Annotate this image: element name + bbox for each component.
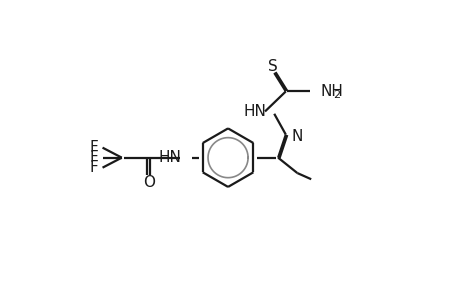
Text: NH: NH bbox=[320, 84, 342, 99]
Text: O: O bbox=[143, 175, 155, 190]
Text: F: F bbox=[90, 160, 99, 175]
Text: F: F bbox=[90, 140, 99, 155]
Text: 2: 2 bbox=[333, 89, 340, 100]
Text: S: S bbox=[267, 59, 277, 74]
Text: F: F bbox=[90, 150, 99, 165]
Text: HN: HN bbox=[243, 104, 266, 119]
Text: HN: HN bbox=[158, 150, 181, 165]
Text: N: N bbox=[291, 129, 302, 144]
